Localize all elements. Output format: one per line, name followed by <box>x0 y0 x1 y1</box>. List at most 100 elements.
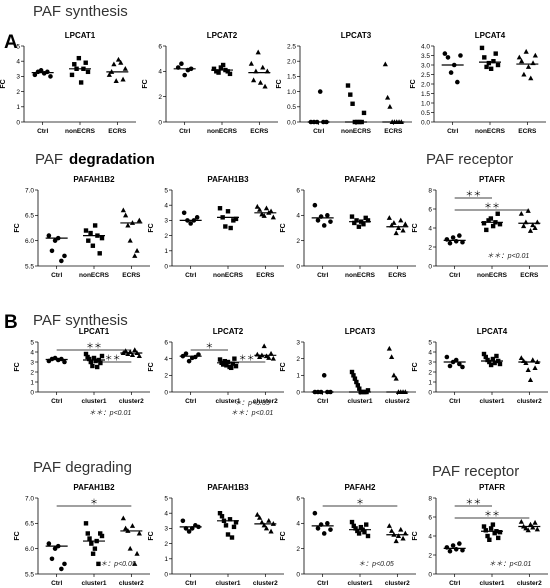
data-point-square <box>488 526 494 531</box>
y-tick-label: 6.0 <box>25 546 34 553</box>
significance-label: ＊ <box>205 342 213 351</box>
y-tick-label: 0 <box>164 389 168 396</box>
data-point-square <box>227 517 233 522</box>
y-tick-label: 2.5 <box>287 43 296 50</box>
x-tick-label: cluster1 <box>480 398 505 405</box>
data-point-triangle <box>134 248 140 253</box>
data-point-circle <box>447 363 453 369</box>
y-axis-label: FC <box>280 362 287 371</box>
data-point-triangle <box>527 228 534 233</box>
data-point-triangle <box>400 535 406 541</box>
data-point-triangle <box>254 203 260 209</box>
x-tick-label: Ctrl <box>449 398 460 405</box>
data-point-square <box>83 60 88 65</box>
data-point-square <box>349 519 355 525</box>
y-axis-label: FC <box>412 223 419 232</box>
data-point-square <box>233 216 239 222</box>
data-point-square <box>348 92 353 97</box>
data-point-square <box>497 361 503 367</box>
data-point-triangle <box>261 343 267 349</box>
data-point-circle <box>457 361 462 367</box>
data-point-square <box>486 218 491 223</box>
x-tick-label: Ctrl <box>179 128 190 135</box>
x-tick-label: cluster1 <box>82 580 107 587</box>
x-tick-label: cluster1 <box>348 398 373 405</box>
data-point-circle <box>182 72 187 78</box>
y-axis-label: FC <box>148 531 155 540</box>
data-point-triangle <box>523 525 529 531</box>
data-point-triangle <box>534 526 540 532</box>
y-tick-label: 1.5 <box>421 91 430 98</box>
data-point-triangle <box>261 522 267 528</box>
data-point-circle <box>315 218 321 223</box>
data-point-triangle <box>530 357 536 362</box>
x-tick-label: ECRS <box>388 272 407 279</box>
significance-label: ＊＊ <box>465 190 481 199</box>
x-tick-label: cluster2 <box>253 580 278 587</box>
y-tick-label: 4 <box>296 213 300 220</box>
x-tick-label: cluster2 <box>517 398 542 405</box>
data-point-circle <box>447 240 453 246</box>
y-tick-label: 4.0 <box>421 43 430 50</box>
x-tick-label: nonECRS <box>207 128 238 135</box>
significance-label: ＊＊ <box>239 354 255 363</box>
y-tick-label: 8 <box>428 495 432 502</box>
data-point-square <box>218 65 224 70</box>
data-point-circle <box>450 235 456 240</box>
data-point-triangle <box>393 375 399 381</box>
data-point-circle <box>181 210 187 216</box>
y-tick-label: 0 <box>296 571 300 578</box>
y-tick-label: 5 <box>164 187 168 194</box>
data-point-triangle <box>398 217 404 223</box>
data-point-circle <box>448 70 454 75</box>
x-tick-label: ECRS <box>250 128 269 135</box>
y-axis-label: FC <box>410 79 417 88</box>
data-point-circle <box>444 354 450 360</box>
y-tick-label: 5 <box>30 339 34 346</box>
y-tick-label: 3 <box>164 218 168 225</box>
y-tick-label: 4 <box>428 349 432 356</box>
significance-label: ＊＊ <box>484 202 500 211</box>
chart-title: LPCAT4 <box>475 31 506 40</box>
data-point-square <box>86 238 91 243</box>
x-tick-label: nonECRS <box>341 128 372 135</box>
data-point-square <box>214 69 219 74</box>
data-point-square <box>229 365 234 371</box>
y-tick-label: 0 <box>428 571 432 578</box>
y-tick-label: 6.5 <box>25 521 34 528</box>
data-point-triangle <box>257 206 263 212</box>
data-point-square <box>92 223 98 228</box>
data-point-triangle <box>521 71 527 77</box>
y-tick-label: 1 <box>16 104 20 111</box>
data-point-square <box>486 60 492 66</box>
data-point-square <box>361 110 367 116</box>
data-point-square <box>96 561 101 567</box>
chart-title: PTAFR <box>479 175 505 184</box>
data-point-square <box>351 373 356 378</box>
y-tick-label: 4 <box>428 533 432 540</box>
data-point-triangle <box>257 354 263 359</box>
x-tick-label: ECRS <box>256 272 275 279</box>
data-point-square <box>483 354 488 360</box>
data-point-triangle <box>386 345 392 351</box>
data-point-square <box>90 243 96 248</box>
data-point-circle <box>180 518 186 524</box>
y-tick-label: 0 <box>30 389 34 396</box>
x-tick-label: cluster2 <box>119 580 144 587</box>
data-point-square <box>217 511 223 516</box>
data-point-square <box>497 530 503 535</box>
y-tick-label: 1.0 <box>287 89 296 96</box>
chart-title: LPCAT2 <box>207 31 238 40</box>
y-tick-label: 2 <box>428 552 432 559</box>
data-point-square <box>225 69 230 74</box>
x-tick-label: cluster1 <box>480 580 505 587</box>
data-point-circle <box>453 239 459 244</box>
y-tick-label: 3 <box>164 526 168 533</box>
data-point-triangle <box>387 104 393 109</box>
x-tick-label: Ctrl <box>185 580 196 587</box>
p-value-note: ＊：p<0.05 <box>234 399 270 407</box>
data-point-triangle <box>111 61 117 67</box>
data-point-circle <box>52 546 58 551</box>
data-point-square <box>356 224 362 229</box>
